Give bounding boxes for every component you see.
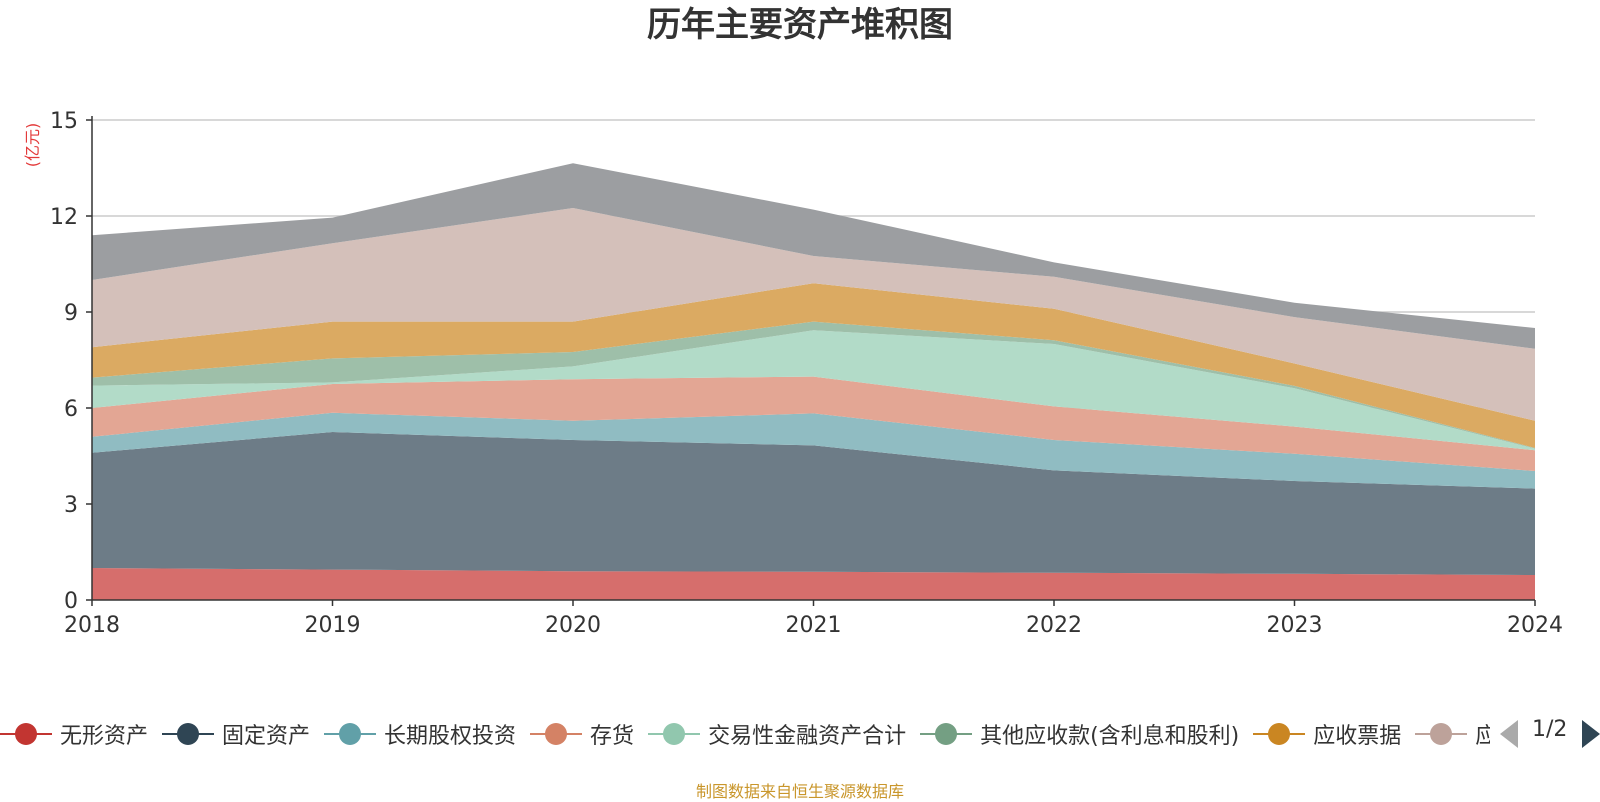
tick-labels: 0 3 6 9 12 15 2018 2019 2020 2021 2022 2023 2024 (50, 109, 1563, 638)
area-长期股权投资 (92, 412, 1535, 489)
source-note: 制图数据来自恒生聚源数据库 (695, 782, 904, 801)
y-tick-label: 0 (64, 589, 78, 614)
legend-item[interactable]: 固定资产 (162, 712, 310, 756)
legend: 无形资产 固定资产 长期股权投资 存货 交易性金融资产合计 其他应收款(含利息和股利) 应收… (0, 712, 1490, 756)
legend-marker-icon (920, 722, 973, 746)
legend-marker-icon (324, 722, 377, 746)
legend-pager: 1/2 (1500, 716, 1600, 752)
legend-page-indicator: 1/2 (1532, 717, 1568, 742)
legend-label: 长期股权投资 (384, 724, 517, 749)
y-tick-label: 9 (64, 301, 78, 326)
x-tick-label: 2018 (64, 613, 120, 638)
area-交易性金融资产合计 (92, 330, 1535, 451)
legend-label: 固定资产 (222, 724, 311, 749)
legend-item[interactable]: 长期股权投资 (324, 712, 516, 756)
y-tick-label: 6 (64, 397, 78, 422)
legend-item[interactable]: 应收票据 (1253, 712, 1401, 756)
legend-marker-icon (0, 722, 52, 746)
area-固定资产 (92, 432, 1535, 575)
x-tick-label: 2024 (1507, 613, 1563, 638)
legend-marker-icon (530, 722, 583, 746)
legend-item[interactable]: 无形资产 (0, 712, 148, 756)
legend-marker-icon (1253, 722, 1306, 746)
area-货币资金 (92, 163, 1535, 349)
legend-item[interactable]: 其他应收款(含利息和股利) (920, 712, 1239, 756)
stacked-area-chart: 0 3 6 9 12 15 2018 2019 2020 2021 2022 2023 2024 (亿元… (23, 109, 1563, 638)
legend-label: 存货 (590, 724, 635, 749)
y-tick-label: 12 (50, 205, 78, 230)
area-存货 (92, 376, 1535, 471)
x-tick-label: 2020 (545, 613, 601, 638)
legend-marker-icon (162, 722, 215, 746)
x-tick-label: 2023 (1267, 613, 1323, 638)
legend-next-page-icon[interactable] (1582, 720, 1600, 748)
legend-label: 其他应收款(含利息和股利) (980, 724, 1240, 749)
x-tick-label: 2022 (1026, 613, 1082, 638)
legend-item[interactable]: 交易性金融资产合计 (648, 712, 906, 756)
axes (86, 116, 1536, 606)
legend-label: 无形资产 (60, 724, 149, 749)
area-无形资产 (92, 568, 1535, 600)
y-tick-label: 15 (50, 109, 78, 134)
legend-prev-page-icon[interactable] (1500, 720, 1518, 748)
area-应收账款 (92, 208, 1535, 421)
legend-item[interactable]: 应收账款 (1415, 712, 1490, 756)
legend-label: 交易性金融资产合计 (708, 724, 907, 749)
x-tick-label: 2021 (786, 613, 842, 638)
legend-marker-icon (1415, 722, 1468, 746)
y-tick-label: 3 (64, 493, 78, 518)
legend-label: 应收票据 (1313, 724, 1402, 749)
legend-label: 应收账款 (1475, 724, 1490, 749)
legend-marker-icon (648, 722, 701, 746)
area-series (92, 163, 1535, 600)
y-axis-unit-label: (亿元) (23, 123, 42, 168)
area-应收票据 (92, 283, 1535, 448)
legend-item[interactable]: 存货 (530, 712, 634, 756)
x-tick-label: 2019 (305, 613, 361, 638)
chart-title: 历年主要资产堆积图 (647, 5, 953, 45)
